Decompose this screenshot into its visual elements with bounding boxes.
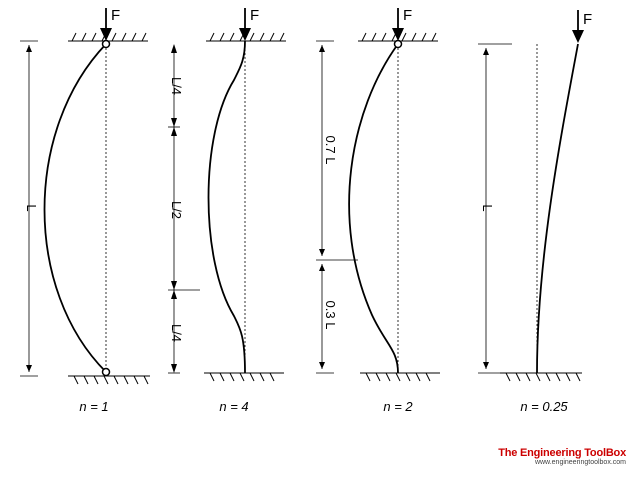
force-label: F [583,11,592,28]
bottom-pin-joint [101,367,111,377]
n-caption: n = 1 [79,399,108,414]
force-label: F [403,7,412,24]
bottom-support-hatch [68,375,150,385]
force-label: F [250,7,259,24]
column-n025: F L n = 0.25 [478,10,592,414]
buckled-shape-curve [207,40,246,374]
bottom-support-hatch [204,372,284,382]
top-support-hatch [206,32,286,42]
force-arrow [100,8,112,41]
length-dimension [478,43,512,374]
brand-url: www.engineeringtoolbox.com [534,459,626,466]
column-n4: F L/4 L/2 L/4 n = 4 [168,7,286,414]
force-arrow [572,10,584,43]
length-label: L [24,204,39,211]
length-dimension [20,40,38,377]
force-label: F [111,7,120,24]
n-caption: n = 0.25 [520,399,568,414]
brand-watermark: The Engineering ToolBox www.engineeringt… [498,448,626,467]
buckled-shape-curve [43,43,107,373]
brand-title: The Engineering ToolBox [498,447,626,459]
top-pin-joint [101,39,111,49]
buckled-shape-curve [536,43,579,374]
segment-dimensions [316,40,358,374]
n-caption: n = 4 [219,399,248,414]
force-arrow [392,8,404,41]
segment-label-upper: 0.7 L [323,136,338,165]
segment-label-bottom: L/4 [169,324,184,342]
column-n1: F L n = 1 [20,7,150,414]
bottom-support-hatch [500,372,582,382]
top-pin-joint [393,39,403,49]
segment-label-top: L/4 [169,77,184,95]
force-arrow [239,8,251,41]
column-n2: F 0.7 L 0.3 L n = 2 [316,7,440,414]
segment-label-lower: 0.3 L [323,301,338,330]
segment-label-middle: L/2 [169,201,184,219]
bottom-support-hatch [360,372,440,382]
n-caption: n = 2 [383,399,413,414]
buckled-shape-curve [348,43,399,374]
segment-dimensions [168,44,200,374]
length-label: L [480,204,495,211]
